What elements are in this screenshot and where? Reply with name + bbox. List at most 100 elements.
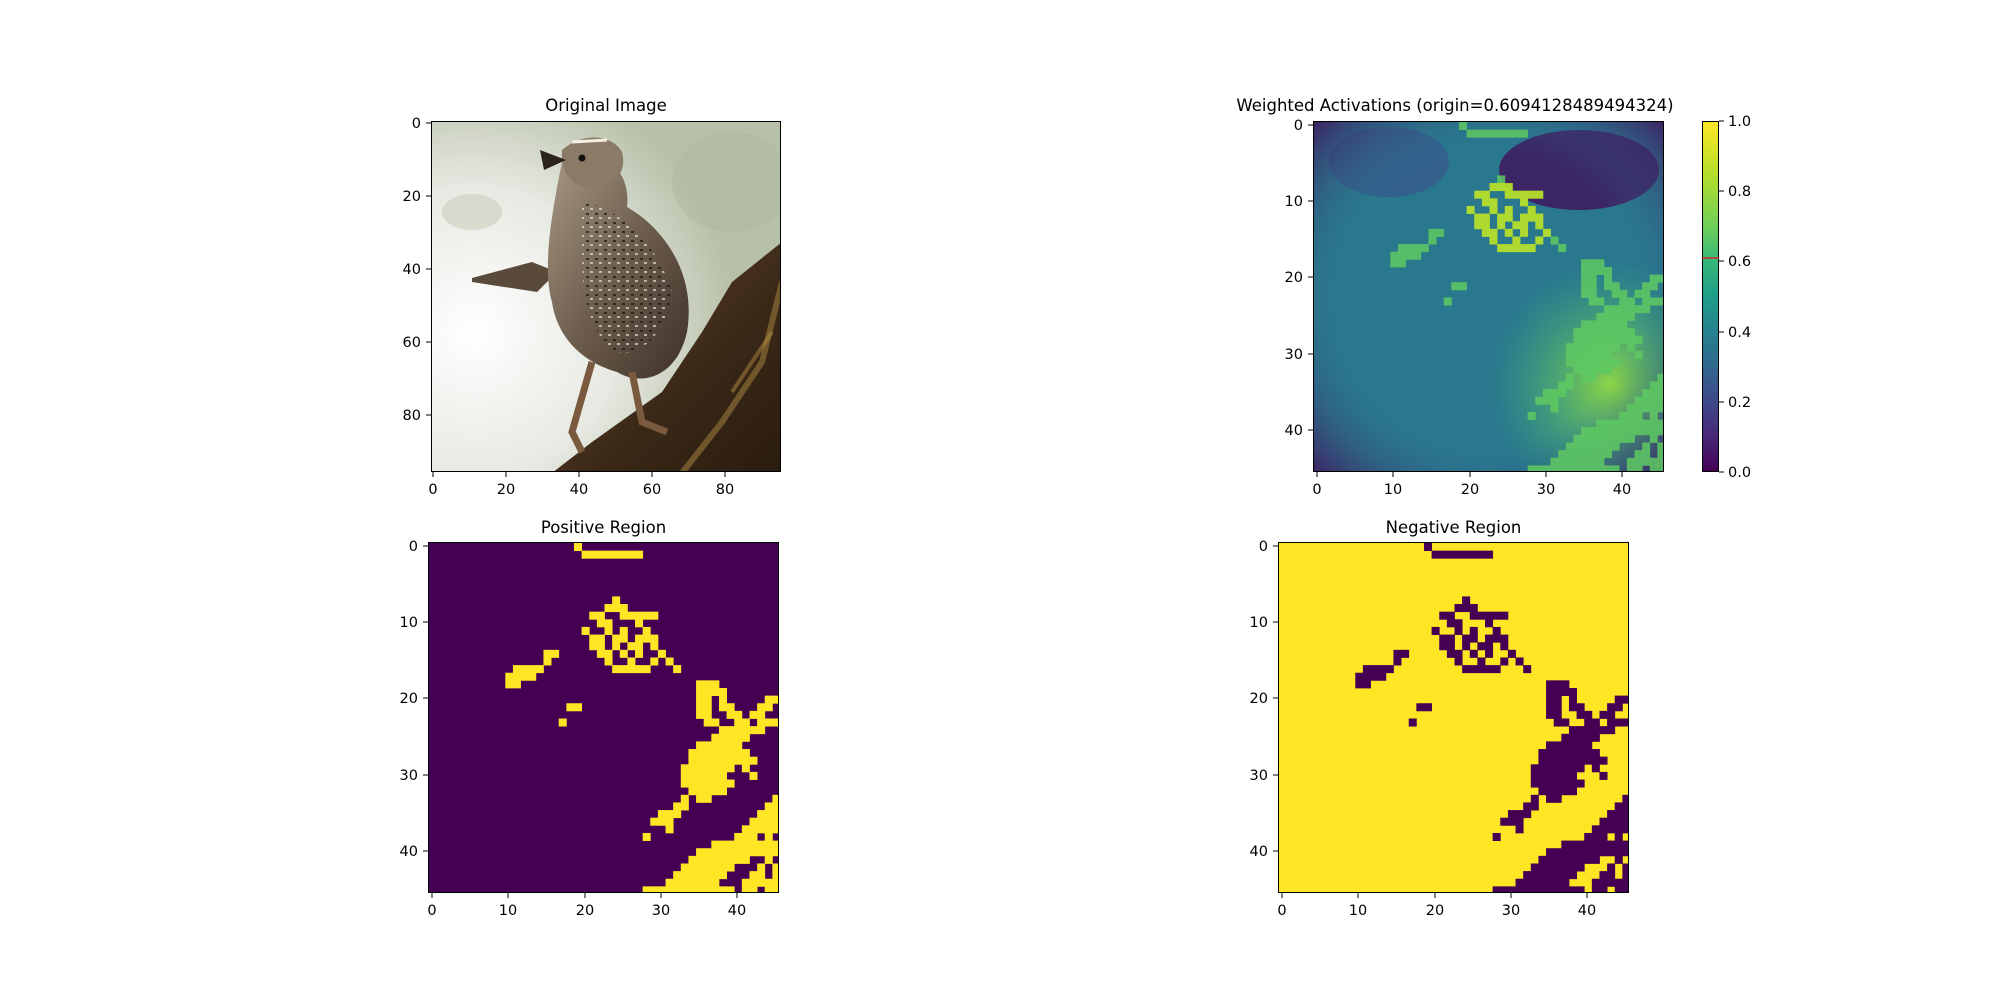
negative-cell (1462, 665, 1471, 674)
activation-cell (1626, 404, 1635, 413)
positive-cell (772, 863, 778, 872)
negative-region-heatmap (1278, 542, 1629, 893)
negative-cell (1446, 611, 1455, 620)
positive-cell (680, 878, 689, 887)
negative-cell (1599, 710, 1608, 719)
y-tick-label: 60 (403, 335, 421, 351)
activation-cell (1535, 396, 1544, 405)
negative-cell (1538, 878, 1547, 887)
negative-cell (1469, 649, 1478, 658)
positive-cell (764, 802, 773, 811)
activation-cell (1581, 289, 1590, 298)
negative-cell (1485, 642, 1494, 651)
negative-cell (1462, 596, 1471, 605)
positive-cell (680, 886, 689, 892)
activation-cell (1611, 282, 1620, 291)
positive-cell (696, 787, 705, 796)
activation-cell (1588, 457, 1597, 466)
positive-cell (711, 848, 720, 857)
positive-cell (734, 726, 743, 735)
activation-cell (1603, 328, 1612, 337)
positive-cell (604, 657, 613, 666)
negative-cell (1485, 611, 1494, 620)
positive-cell (703, 794, 712, 803)
activation-cell (1588, 343, 1597, 352)
y-tick-label: 80 (403, 408, 421, 424)
positive-cell (650, 642, 659, 651)
positive-cell (711, 718, 720, 727)
positive-cell (703, 718, 712, 727)
negative-cell (1607, 718, 1616, 727)
y-tick-label: 40 (1250, 844, 1268, 860)
negative-cell (1485, 634, 1494, 643)
activation-cell (1428, 236, 1437, 245)
activation-cell (1588, 297, 1597, 306)
positive-cell (627, 657, 636, 666)
negative-cell (1599, 726, 1608, 735)
activation-cell (1413, 251, 1422, 260)
activation-cell (1520, 129, 1529, 138)
positive-cell (749, 710, 758, 719)
activation-cell (1649, 419, 1658, 428)
positive-cell (711, 840, 720, 849)
activation-cell (1581, 274, 1590, 283)
panel-title: Weighted Activations (origin=0.609412848… (1236, 96, 1674, 115)
positive-cell (764, 886, 773, 892)
positive-cell (764, 817, 773, 826)
activation-cell (1550, 389, 1559, 398)
activation-cell (1573, 328, 1582, 337)
activation-cell (1481, 198, 1490, 207)
activation-cell (1588, 450, 1597, 459)
activation-cell (1657, 297, 1663, 306)
activation-cell (1512, 129, 1521, 138)
positive-cell (673, 886, 682, 892)
negative-cell (1538, 871, 1547, 880)
activation-cell (1657, 404, 1663, 413)
activation-cell (1573, 343, 1582, 352)
positive-cell (688, 787, 697, 796)
negative-mask (1279, 543, 1628, 892)
positive-cell (657, 810, 666, 819)
activation-cell (1642, 457, 1651, 466)
activation-cell (1550, 236, 1559, 245)
negative-cell (1607, 848, 1616, 857)
positive-cell (711, 687, 720, 697)
activation-cell (1649, 404, 1658, 413)
negative-cell (1439, 634, 1448, 643)
negative-cell (1408, 718, 1417, 727)
positive-cell (520, 665, 529, 674)
negative-cell (1454, 619, 1463, 628)
positive-cell (757, 871, 766, 880)
positive-cell (619, 665, 628, 674)
negative-cell (1614, 718, 1623, 727)
positive-cell (680, 764, 689, 773)
negative-cell (1561, 886, 1570, 892)
positive-cell (718, 871, 727, 880)
positive-cell (734, 832, 743, 841)
negative-cell (1492, 626, 1501, 635)
y-tick-label: 20 (1250, 691, 1268, 707)
activation-cell (1581, 350, 1590, 359)
negative-cell (1477, 611, 1486, 620)
positive-cell (612, 550, 621, 559)
positive-cell (512, 672, 521, 681)
negative-cell (1523, 886, 1532, 892)
activation-cell (1397, 251, 1406, 260)
weighted-activations-heatmap (1313, 121, 1664, 472)
negative-cell (1553, 680, 1562, 689)
activation-cell (1481, 213, 1490, 222)
negative-cell (1591, 855, 1600, 864)
negative-cell (1614, 802, 1623, 811)
negative-cell (1546, 848, 1555, 857)
positive-cell (596, 649, 605, 658)
activation-cell (1581, 366, 1590, 375)
negative-cell (1622, 886, 1628, 892)
negative-cell (1546, 779, 1555, 788)
positive-cell (696, 703, 705, 712)
negative-cell (1378, 672, 1387, 681)
negative-cell (1546, 871, 1555, 880)
y-axis: 0 20 40 60 80 (403, 116, 431, 424)
positive-cell (741, 855, 750, 864)
positive-cell (680, 871, 689, 880)
